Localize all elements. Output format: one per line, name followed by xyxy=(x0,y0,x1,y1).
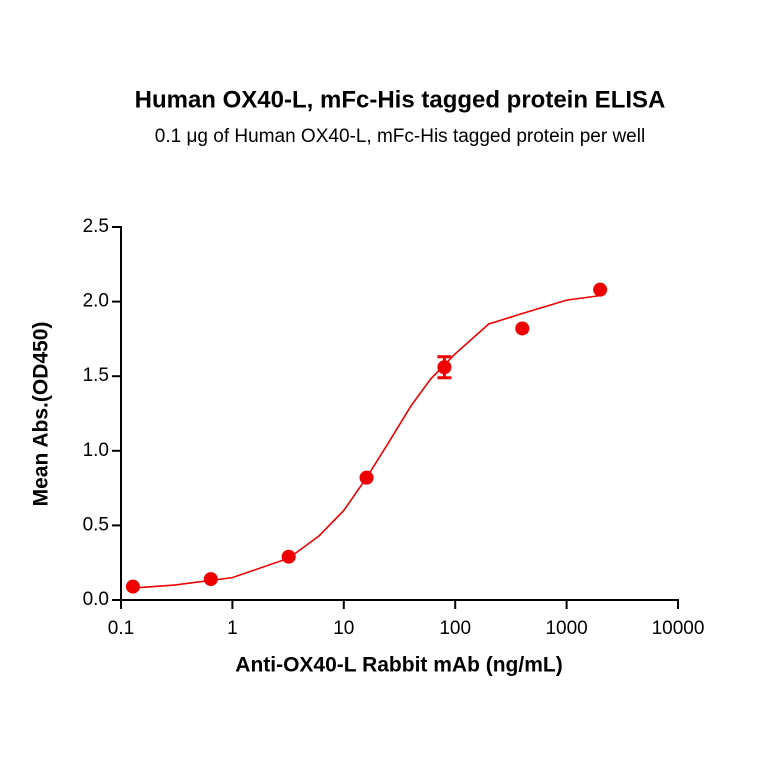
y-tick-label: 1.5 xyxy=(83,365,109,386)
chart-subtitle: 0.1 μg of Human OX40-L, mFc-His tagged p… xyxy=(155,126,645,147)
data-point xyxy=(359,470,374,485)
y-tick-label: 2.5 xyxy=(83,216,109,237)
data-point xyxy=(593,282,608,297)
x-tick-label: 1000 xyxy=(545,618,587,639)
data-point xyxy=(515,321,530,336)
data-point xyxy=(125,579,140,594)
x-axis-label: Anti-OX40-L Rabbit mAb (ng/mL) xyxy=(235,654,562,677)
y-tick-label: 0.5 xyxy=(83,514,109,535)
x-tick-label: 10 xyxy=(333,618,354,639)
x-tick-label: 0.1 xyxy=(108,618,134,639)
y-tick-label: 0.0 xyxy=(83,589,109,610)
y-axis-label: Mean Abs.(OD450) xyxy=(30,322,53,507)
chart-title: Human OX40-L, mFc-His tagged protein ELI… xyxy=(135,86,666,113)
fit-curve xyxy=(132,294,601,589)
data-point xyxy=(437,360,452,375)
y-tick-label: 1.0 xyxy=(83,440,109,461)
y-tick-label: 2.0 xyxy=(83,291,109,312)
data-point xyxy=(281,549,296,564)
data-point xyxy=(203,572,218,587)
x-tick-label: 100 xyxy=(439,618,471,639)
x-tick-label: 1 xyxy=(227,618,238,639)
x-tick-label: 10000 xyxy=(652,618,705,639)
